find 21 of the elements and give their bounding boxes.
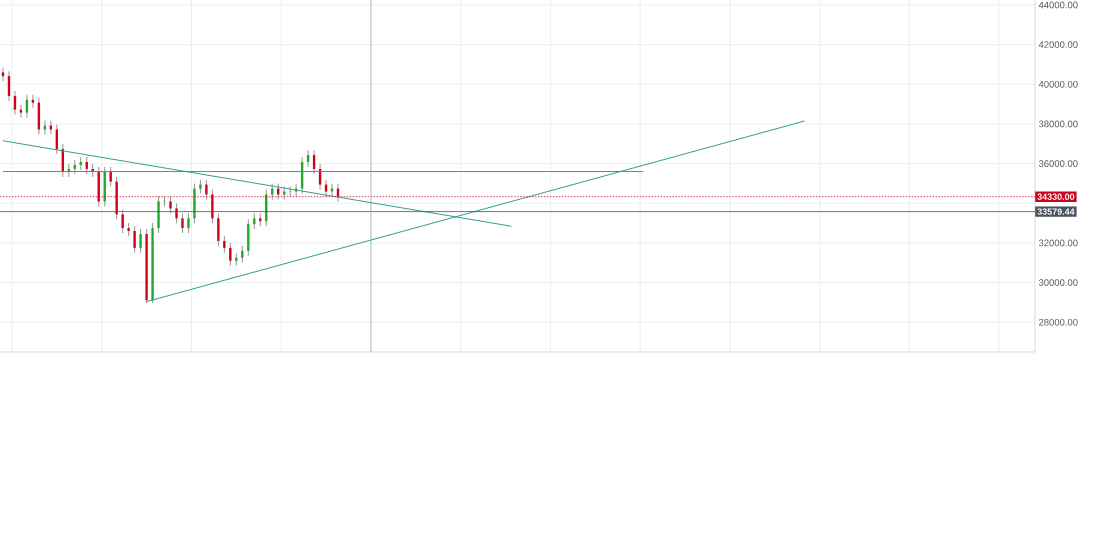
- candlestick: [229, 242, 232, 267]
- candlestick: [199, 179, 202, 194]
- candlestick: [133, 225, 136, 254]
- candlestick: [139, 228, 142, 254]
- candlestick: [181, 212, 184, 234]
- y-tick-label: 30000.00: [1038, 279, 1078, 286]
- y-tick-label: 36000.00: [1038, 160, 1078, 167]
- y-tick-label: 44000.00: [1038, 1, 1078, 9]
- y-tick-label: 38000.00: [1038, 120, 1078, 128]
- y-tick-label: 42000.00: [1038, 41, 1078, 48]
- y-tick-label: 28000.00: [1039, 318, 1078, 326]
- candlestick: [121, 209, 124, 234]
- candlestick: [127, 222, 130, 237]
- y-tick-label: 40000.00: [1038, 80, 1078, 88]
- candlestick: [187, 212, 190, 234]
- y-tick-label: 32000.00: [1038, 239, 1078, 247]
- ref-line-label: 34330.00: [1037, 193, 1075, 200]
- candlestick: [235, 252, 238, 267]
- candlestick: [217, 212, 220, 247]
- candlestick: [109, 166, 112, 188]
- ref-line-label: 33579.44: [1037, 208, 1075, 215]
